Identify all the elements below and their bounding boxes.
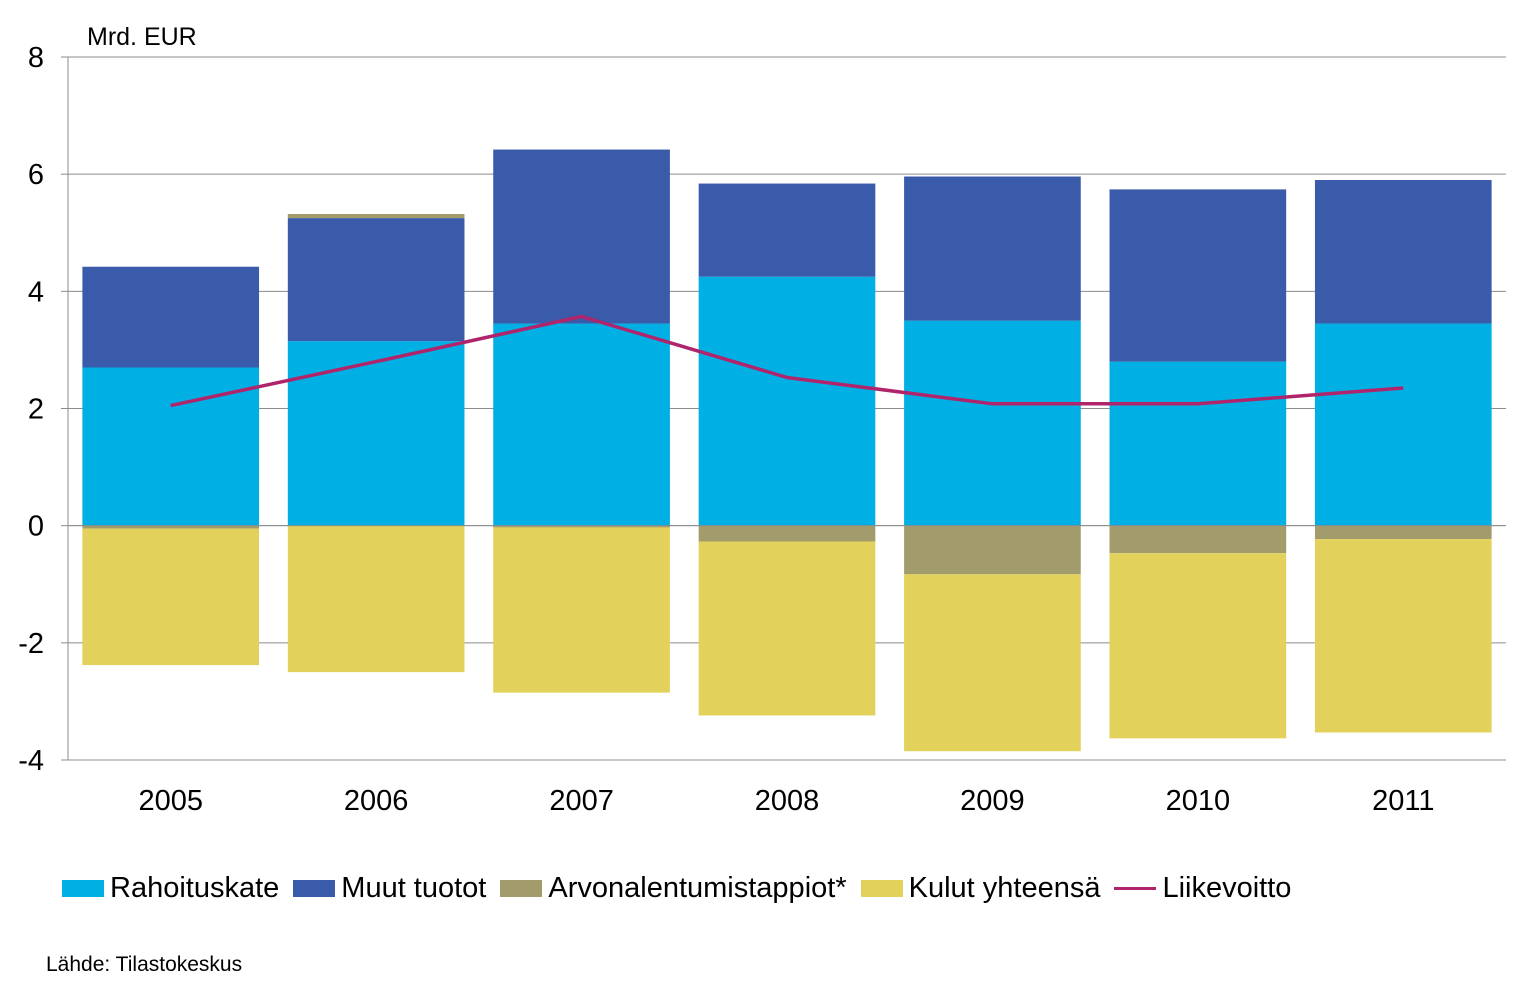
bar-arvonalentumistappiot-2011: [1314, 525, 1492, 540]
source-note: Lähde: Tilastokeskus: [46, 953, 243, 976]
bar-arvonalentumistappiot-2007: [493, 525, 670, 528]
bar-muut-tuotot-2010: [1109, 189, 1287, 362]
y-tick-label: 8: [28, 42, 44, 74]
y-tick-label: -4: [18, 745, 44, 777]
bar-rahoituskate-2009: [904, 320, 1081, 526]
bar-rahoituskate-2010: [1109, 361, 1287, 526]
x-tick-label: 2006: [344, 785, 409, 817]
unit-label: Mrd. EUR: [87, 23, 197, 51]
legend-swatch: [1114, 886, 1157, 890]
legend-swatch: [860, 879, 903, 897]
y-tick-label: -2: [18, 628, 44, 660]
bar-rahoituskate-2006: [287, 341, 465, 526]
legend-label: Rahoituskate: [110, 871, 280, 904]
bar-arvonalentumistappiot-2005: [82, 525, 260, 529]
x-tick-label: 2005: [138, 785, 203, 817]
legend-swatch: [62, 879, 104, 897]
line-liikevoitto: [170, 314, 1404, 408]
x-tick-labels: 2005 2006 2007 2008 2009 2010 2011: [138, 785, 1434, 817]
y-tick-labels: 8 6 4 2 0 -2 -4: [18, 42, 44, 777]
bar-muut-tuotot-2007: [493, 149, 670, 324]
legend: Rahoituskate Muut tuotot Arvonalentumistap…: [62, 868, 1305, 908]
legend-label: Arvonalentumistappiot*: [548, 871, 847, 904]
legend-item: Muut tuotot: [293, 872, 486, 905]
y-tick-label: 6: [28, 159, 44, 191]
bar-kulut-yhteens-2011: [1314, 539, 1492, 733]
legend-label: Kulut yhteensä: [908, 871, 1101, 904]
line-series: [170, 314, 1404, 408]
legend-item: Kulut yhteensä: [860, 871, 1101, 905]
bar-rahoituskate-2007: [493, 323, 670, 526]
bar-arvonalentumistappiot-2008: [698, 525, 876, 542]
y-tick-label: 4: [28, 276, 44, 308]
legend-swatch: [500, 879, 543, 897]
legend-item: Arvonalentumistappiot*: [500, 871, 847, 905]
bar-arvonalentumistappiot-2009: [904, 525, 1081, 575]
bar-arvonalentumistappiot-2010: [1109, 525, 1287, 554]
x-tick-label: 2009: [960, 785, 1025, 817]
x-tick-label: 2010: [1166, 785, 1231, 817]
bar-muut-tuotot-2009: [904, 176, 1081, 321]
bar-muut-tuotot-2011: [1314, 180, 1492, 324]
bar-rahoituskate-2011: [1314, 323, 1492, 526]
bar-muut-tuotot-2005: [82, 266, 260, 368]
legend-label: Muut tuotot: [341, 871, 487, 904]
bar-kulut-yhteens-2010: [1109, 553, 1287, 739]
bar-muut-tuotot-2008: [698, 183, 876, 277]
y-tick-label: 2: [28, 394, 44, 426]
bars: [82, 149, 1492, 752]
x-tick-label: 2007: [549, 785, 614, 817]
bar-rahoituskate-2008: [698, 276, 876, 526]
axes: [67, 57, 1506, 760]
y-tick-label: 0: [28, 511, 44, 543]
bar-arvonalentumistappiot-2006: [287, 214, 465, 219]
legend-item: Rahoituskate: [62, 872, 279, 905]
x-tick-label: 2011: [1372, 785, 1434, 817]
bar-kulut-yhteens-2005: [82, 528, 260, 666]
legend-label: Liikevoitto: [1162, 871, 1292, 904]
x-tick-label: 2008: [755, 785, 820, 817]
bar-kulut-yhteens-2007: [493, 527, 670, 693]
bar-kulut-yhteens-2006: [287, 525, 465, 673]
legend-item: Liikevoitto: [1114, 872, 1291, 905]
bar-muut-tuotot-2006: [287, 218, 465, 342]
legend-swatch: [293, 879, 336, 897]
bar-kulut-yhteens-2008: [698, 541, 876, 716]
bar-kulut-yhteens-2009: [904, 574, 1081, 752]
